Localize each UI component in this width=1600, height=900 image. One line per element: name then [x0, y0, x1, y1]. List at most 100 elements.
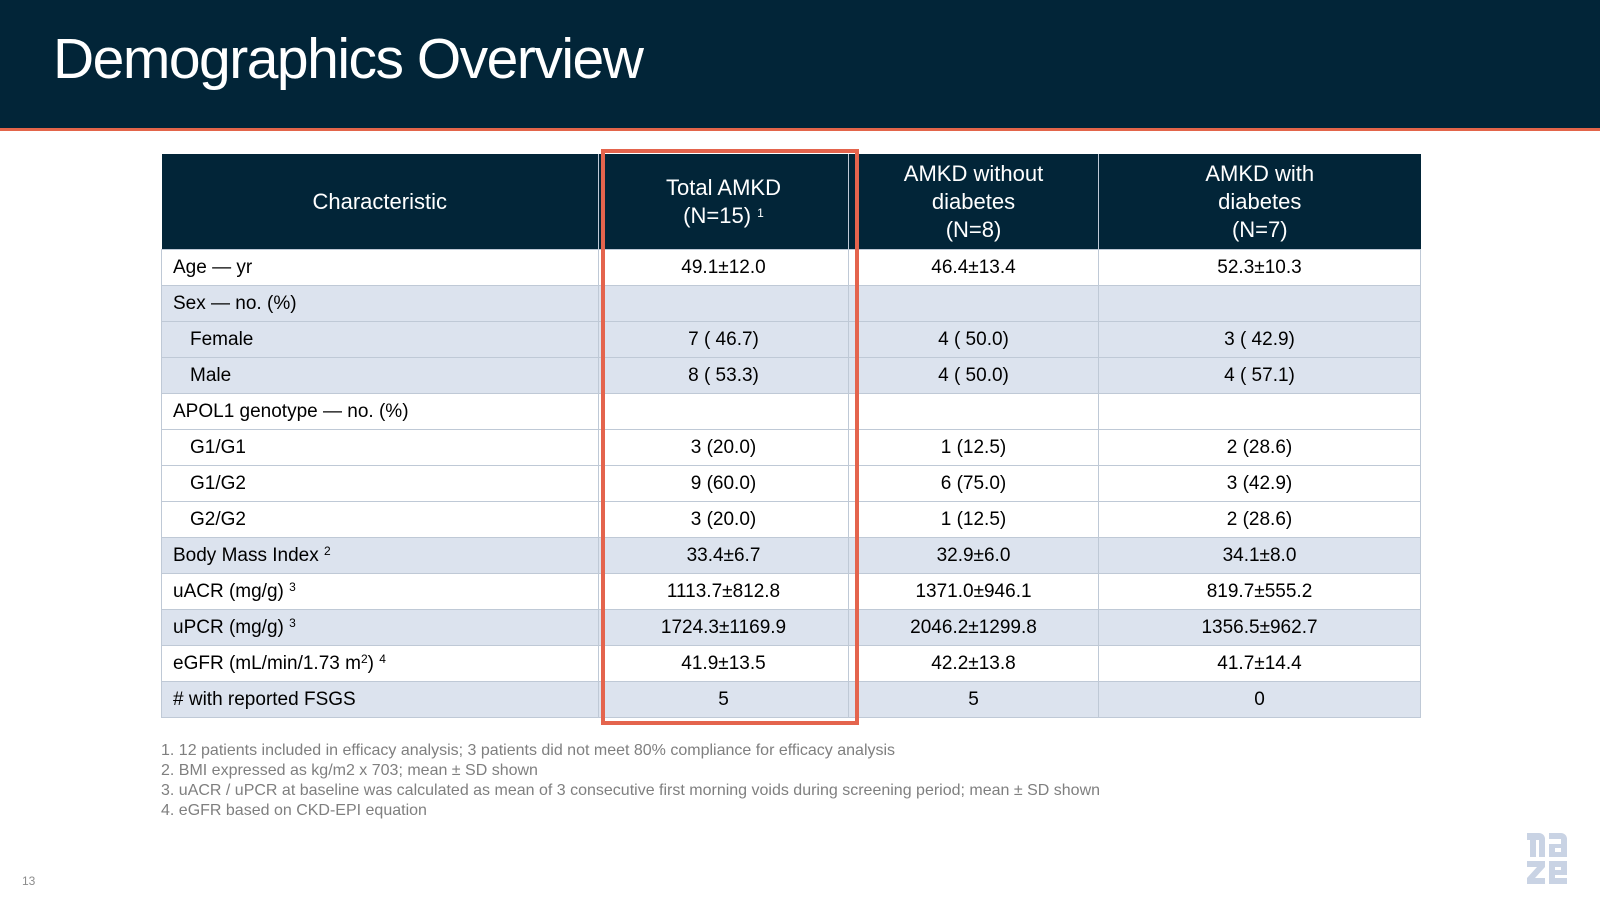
table-cell: 41.7±14.4: [1098, 645, 1421, 682]
row-label: APOL1 genotype — no. (%): [161, 393, 599, 430]
table-row: Female 7 ( 46.7) 4 ( 50.0) 3 ( 42.9): [161, 321, 1421, 358]
column-header-line: AMKD without: [903, 160, 1044, 186]
table-cell: 3 ( 42.9): [1098, 321, 1421, 358]
footnote-marker: 3: [289, 615, 296, 630]
column-header-line: Characteristic: [312, 188, 447, 214]
table-cell: 2 (28.6): [1098, 501, 1421, 538]
footnote: 2. BMI expressed as kg/m2 x 703; mean ± …: [161, 762, 538, 779]
table-cell: 0: [1098, 681, 1421, 718]
row-label: uPCR (mg/g) 3: [161, 609, 599, 646]
table-cell: 46.4±13.4: [848, 249, 1099, 286]
table-cell: 52.3±10.3: [1098, 249, 1421, 286]
row-label-end: ): [367, 652, 374, 674]
column-header-line: diabetes: [931, 188, 1016, 214]
footnote-marker: 2: [324, 543, 331, 558]
row-label: Age — yr: [161, 249, 599, 286]
row-label: uACR (mg/g) 3: [161, 573, 599, 610]
column-header-line: (N=8): [945, 216, 1002, 242]
column-header-0: Characteristic: [161, 154, 599, 250]
company-logo: [1527, 833, 1567, 884]
table-row: Sex — no. (%): [161, 285, 1421, 322]
column-header-line: (N=15) 1: [599, 202, 848, 230]
table-cell: 1 (12.5): [848, 429, 1099, 466]
table-row: G1/G2 9 (60.0) 6 (75.0) 3 (42.9): [161, 465, 1421, 502]
footnotes: 1. 12 patients included in efficacy anal…: [161, 741, 1100, 821]
footnote: 1. 12 patients included in efficacy anal…: [161, 742, 896, 759]
row-label-text: Sex — no. (%): [173, 292, 297, 314]
row-label: Male: [161, 357, 599, 394]
table-row: APOL1 genotype — no. (%): [161, 393, 1421, 430]
table-cell: 4 ( 57.1): [1098, 357, 1421, 394]
table-row: uPCR (mg/g) 3 1724.3±1169.9 2046.2±1299.8 1…: [161, 609, 1421, 646]
row-label: G1/G2: [161, 465, 599, 502]
footnote: 4. eGFR based on CKD-EPI equation: [161, 802, 427, 819]
table-cell: 41.9±13.5: [598, 645, 849, 682]
table-cell: 1371.0±946.1: [848, 573, 1099, 610]
demographics-table: Characteristic Total AMKD (N=15) 1 AMKD wit…: [161, 154, 1421, 718]
row-label-text: Age — yr: [173, 256, 253, 278]
table-cell: 8 ( 53.3): [598, 357, 849, 394]
row-label: Female: [161, 321, 599, 358]
table-cell: 33.4±6.7: [598, 537, 849, 574]
column-header-text: (N=15): [683, 202, 752, 228]
column-header-3: AMKD with diabetes (N=7): [1098, 154, 1421, 250]
table-cell: 1724.3±1169.9: [598, 609, 849, 646]
row-label-text: G2/G2: [190, 508, 246, 530]
table-cell: 819.7±555.2: [1098, 573, 1421, 610]
row-label: # with reported FSGS: [161, 681, 599, 718]
table-cell: [1098, 393, 1421, 430]
table-row: G2/G2 3 (20.0) 1 (12.5) 2 (28.6): [161, 501, 1421, 538]
footnote: 3. uACR / uPCR at baseline was calculate…: [161, 782, 1101, 799]
table-cell: 2046.2±1299.8: [848, 609, 1099, 646]
table-cell: 49.1±12.0: [598, 249, 849, 286]
table-cell: 5: [598, 681, 849, 718]
table-row: uACR (mg/g) 3 1113.7±812.8 1371.0±946.1 819…: [161, 573, 1421, 610]
table-cell: 4 ( 50.0): [848, 321, 1099, 358]
table-cell: 3 (20.0): [598, 429, 849, 466]
page-title: Demographics Overview: [53, 27, 644, 91]
table-cell: 5: [848, 681, 1099, 718]
row-label-text: # with reported FSGS: [173, 688, 356, 710]
column-header-1: Total AMKD (N=15) 1: [598, 154, 849, 250]
title-bar: Demographics Overview: [0, 0, 1600, 131]
table-row: G1/G1 3 (20.0) 1 (12.5) 2 (28.6): [161, 429, 1421, 466]
column-header-line: (N=7): [1231, 216, 1288, 242]
table-cell: 4 ( 50.0): [848, 357, 1099, 394]
row-label-text: APOL1 genotype — no. (%): [173, 400, 409, 422]
footnote-marker: 3: [289, 579, 296, 594]
table-cell: [598, 285, 849, 322]
column-header-line: Total AMKD: [666, 174, 781, 200]
row-label-text: Female: [190, 328, 254, 350]
table-header-row: Characteristic Total AMKD (N=15) 1 AMKD wit…: [161, 154, 1421, 250]
row-label-text: uACR (mg/g): [173, 580, 284, 602]
row-label-text: Body Mass Index: [173, 544, 319, 566]
table-cell: 3 (42.9): [1098, 465, 1421, 502]
row-label: G1/G1: [161, 429, 599, 466]
footnote-marker: 1: [757, 205, 764, 220]
table-cell: 7 ( 46.7): [598, 321, 849, 358]
table-cell: [848, 393, 1099, 430]
table-cell: 32.9±6.0: [848, 537, 1099, 574]
table-row: Male 8 ( 53.3) 4 ( 50.0) 4 ( 57.1): [161, 357, 1421, 394]
table-cell: 6 (75.0): [848, 465, 1099, 502]
table-body: Age — yr 49.1±12.0 46.4±13.4 52.3±10.3 Sex —…: [161, 249, 1421, 718]
row-label-text: G1/G2: [190, 472, 246, 494]
row-label-text: eGFR (mL/min/1.73 m: [173, 652, 361, 674]
row-label: Sex — no. (%): [161, 285, 599, 322]
table-row: Age — yr 49.1±12.0 46.4±13.4 52.3±10.3: [161, 249, 1421, 286]
table-cell: 1113.7±812.8: [598, 573, 849, 610]
table-cell: 2 (28.6): [1098, 429, 1421, 466]
table-cell: 1356.5±962.7: [1098, 609, 1421, 646]
column-header-line: AMKD with: [1205, 160, 1315, 186]
table-cell: 3 (20.0): [598, 501, 849, 538]
row-label: G2/G2: [161, 501, 599, 538]
column-header-line: diabetes: [1218, 188, 1302, 214]
table-cell: 1 (12.5): [848, 501, 1099, 538]
footnote-marker: 4: [379, 651, 386, 666]
unit-exponent: 2: [360, 651, 368, 666]
row-label-text: Male: [190, 364, 232, 386]
table-cell: 34.1±8.0: [1098, 537, 1421, 574]
table-row: # with reported FSGS 5 5 0: [161, 681, 1421, 718]
table-cell: 9 (60.0): [598, 465, 849, 502]
table-cell: 42.2±13.8: [848, 645, 1099, 682]
